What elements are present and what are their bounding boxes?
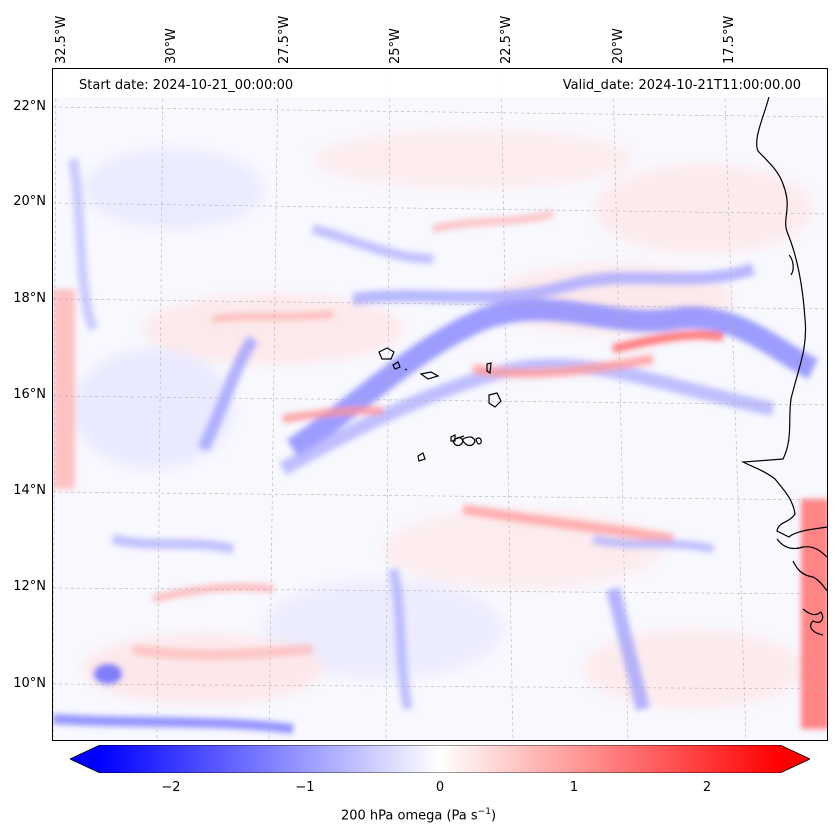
map-panel[interactable]: Start date: 2024-10-21_00:00:00 Valid_da…	[52, 68, 828, 741]
colorbar-label-close: )	[490, 808, 497, 824]
lon-label-22-5w: 22.5°W	[499, 15, 514, 64]
lat-label-14n: 14°N	[13, 483, 46, 498]
lat-label-16n: 16°N	[13, 387, 46, 402]
lat-label-22n: 22°N	[13, 99, 46, 114]
colorbar-tick-0: 0	[435, 780, 445, 795]
lat-label-20n: 20°N	[13, 194, 46, 209]
colorbar-label-exponent: −1	[477, 807, 491, 817]
african-coastline	[740, 96, 827, 636]
lat-label-18n: 18°N	[13, 291, 46, 306]
colorbar-label: 200 hPa omega (Pa s−1)	[0, 807, 837, 823]
colorbar-tick-neg1: −1	[295, 780, 315, 795]
colorbar-tick-1: 1	[569, 780, 579, 795]
lon-label-30w: 30°W	[164, 28, 179, 64]
lon-label-17-5w: 17.5°W	[722, 15, 737, 64]
colorbar-label-main: 200 hPa omega (Pa s	[340, 808, 478, 824]
valid-date-label: Valid_date: 2024-10-21T11:00:00.00	[560, 78, 803, 93]
colorbar	[69, 744, 811, 774]
omega-field-map	[53, 69, 827, 740]
colorbar-extend-high	[780, 745, 810, 773]
lon-label-32-5w: 32.5°W	[54, 15, 69, 64]
cape-verde-islands	[378, 347, 502, 462]
lon-label-25w: 25°W	[388, 28, 403, 64]
colorbar-tick-2: 2	[702, 780, 712, 795]
colorbar-gradient	[100, 745, 780, 773]
graticule	[53, 69, 827, 740]
lon-label-20w: 20°W	[611, 28, 626, 64]
lat-label-10n: 10°N	[13, 676, 46, 691]
colorbar-svg	[69, 744, 811, 774]
colorbar-tick-neg2: −2	[161, 780, 181, 795]
lon-label-27-5w: 27.5°W	[277, 15, 292, 64]
start-date-label: Start date: 2024-10-21_00:00:00	[77, 78, 296, 93]
lat-label-12n: 12°N	[13, 579, 46, 594]
colorbar-extend-low	[70, 745, 100, 773]
